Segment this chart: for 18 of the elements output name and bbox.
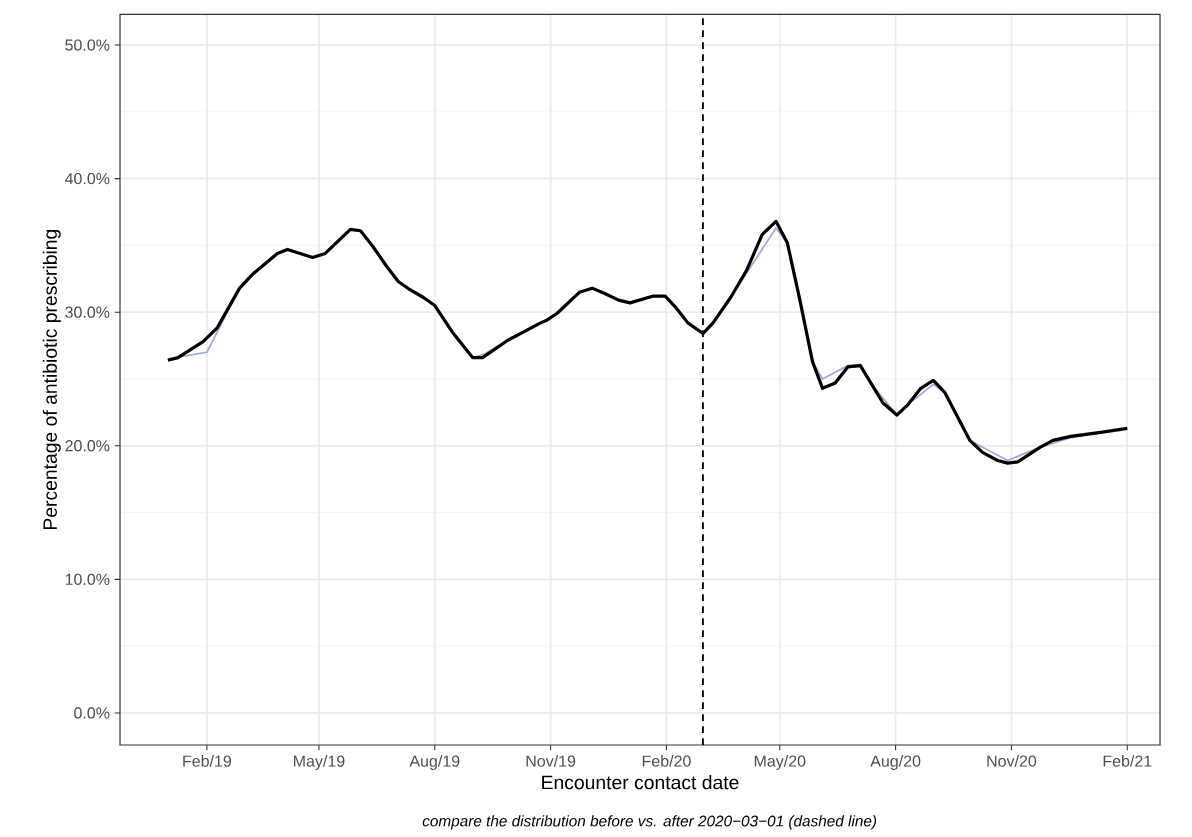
text: compare the distribution before vs. after 2020−03−01 (dashed line) — [422, 815, 877, 830]
x-tick-label: Aug/20 — [870, 755, 921, 770]
x-axis-title: Encounter contact date — [542, 775, 739, 790]
x-tick-label: Aug/19 — [409, 755, 460, 770]
x-tick-label: Feb/19 — [183, 755, 232, 767]
x-tick-label: Feb/21 — [1103, 755, 1152, 767]
x-tick-label: Nov/19 — [526, 755, 576, 767]
y-tick-label: 20.0% — [65, 440, 110, 452]
y-tick-label: 30.0% — [65, 306, 110, 318]
y-tick-label: 40.0% — [64, 172, 110, 185]
y-tick-label: 0.0% — [74, 707, 110, 719]
x-tick-label: May/19 — [294, 755, 345, 770]
y-tick-label: 10.0% — [65, 573, 110, 585]
x-tick-label: Feb/20 — [642, 755, 691, 767]
y-tick-label: 50.0% — [65, 39, 110, 51]
x-tick-label: May/20 — [754, 755, 806, 770]
y-axis-title: Percentage of antibiotic prescribing — [42, 229, 61, 530]
x-tick-label: Nov/20 — [987, 755, 1037, 767]
